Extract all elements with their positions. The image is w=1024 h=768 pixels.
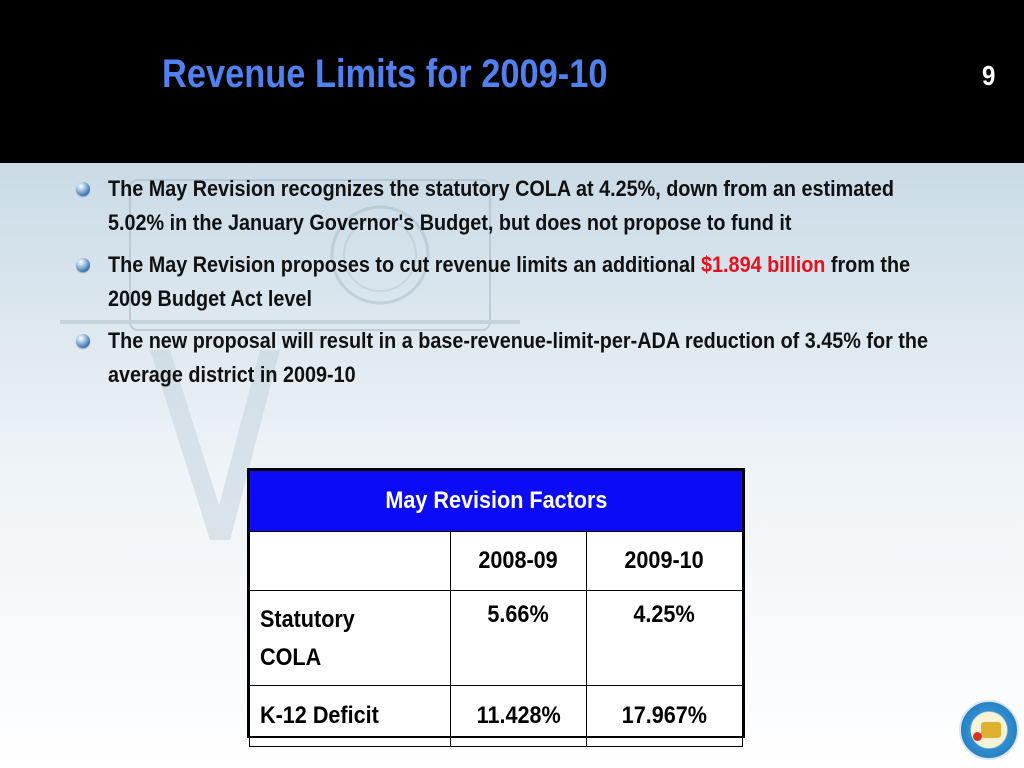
column-header: 2009-10 bbox=[586, 531, 743, 591]
school-district-seal-icon bbox=[959, 700, 1019, 760]
table-row: K-12 Deficit 11.428% 17.967% bbox=[249, 685, 743, 747]
slide-title: Revenue Limits for 2009-10 bbox=[162, 52, 608, 96]
column-header: 2008-09 bbox=[450, 531, 587, 591]
bullet-item: The May Revision recognizes the statutor… bbox=[70, 172, 970, 240]
title-bar: Revenue Limits for 2009-10 9 bbox=[0, 0, 1024, 163]
table-row: 2008-09 2009-10 bbox=[249, 531, 743, 591]
blue-sphere-bullet-icon bbox=[76, 334, 90, 348]
bullet-text: The May Revision recognizes the statutor… bbox=[108, 176, 894, 235]
bullet-item: The new proposal will result in a base-r… bbox=[70, 324, 970, 392]
empty-header-cell bbox=[249, 531, 451, 591]
bullet-text: The May Revision proposes to cut revenue… bbox=[108, 252, 911, 311]
highlighted-amount: $1.894 billion bbox=[701, 252, 826, 277]
bullet-list: The May Revision recognizes the statutor… bbox=[70, 172, 970, 400]
slide-number: 9 bbox=[982, 60, 996, 91]
blue-sphere-bullet-icon bbox=[76, 182, 90, 196]
table-cell: 4.25% bbox=[586, 590, 743, 686]
row-label: Statutory COLA bbox=[249, 590, 451, 686]
table-cell: 17.967% bbox=[586, 685, 743, 747]
bullet-text: The new proposal will result in a base-r… bbox=[108, 328, 929, 387]
bullet-item: The May Revision proposes to cut revenue… bbox=[70, 248, 970, 316]
table-cell: 11.428% bbox=[450, 685, 587, 747]
blue-sphere-bullet-icon bbox=[76, 258, 90, 272]
table-header: May Revision Factors bbox=[249, 470, 743, 532]
row-label: K-12 Deficit bbox=[249, 685, 451, 747]
table-cell: 5.66% bbox=[450, 590, 587, 686]
table-row: Statutory COLA 5.66% 4.25% bbox=[249, 590, 743, 686]
may-revision-factors-table: May Revision Factors 2008-09 2009-10 Sta… bbox=[247, 468, 745, 747]
